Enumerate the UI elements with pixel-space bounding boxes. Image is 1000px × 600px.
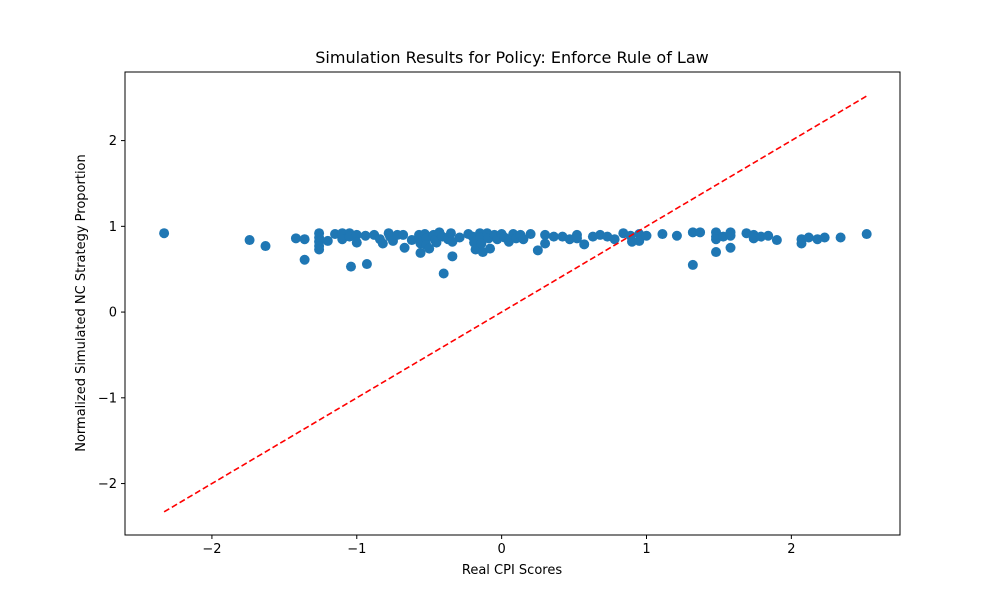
data-point xyxy=(476,238,487,249)
data-point xyxy=(345,261,356,272)
data-point xyxy=(322,235,333,246)
data-point xyxy=(485,243,496,254)
data-point xyxy=(532,245,543,256)
y-tick-label: 2 xyxy=(109,134,117,149)
data-point xyxy=(351,229,362,240)
data-point xyxy=(671,230,682,241)
y-tick-label: −1 xyxy=(98,391,117,406)
y-tick-label: −2 xyxy=(98,477,117,492)
data-point xyxy=(447,236,458,247)
data-point xyxy=(438,268,449,279)
x-tick-label: 2 xyxy=(787,542,795,557)
data-point xyxy=(771,235,782,246)
data-point xyxy=(360,230,371,241)
data-point xyxy=(424,243,435,254)
x-axis-label: Real CPI Scores xyxy=(462,563,562,578)
data-point xyxy=(244,235,255,246)
data-point xyxy=(803,232,814,243)
x-tick-label: −2 xyxy=(202,542,221,557)
data-point xyxy=(260,241,271,252)
data-point xyxy=(835,232,846,243)
data-point xyxy=(415,247,426,258)
data-point xyxy=(725,230,736,241)
data-point xyxy=(579,239,590,250)
reference-line xyxy=(163,95,868,513)
data-point xyxy=(564,234,575,245)
chart-title: Simulation Results for Policy: Enforce R… xyxy=(315,48,708,67)
data-point xyxy=(399,242,410,253)
data-point xyxy=(351,237,362,248)
data-point xyxy=(819,232,830,243)
data-point xyxy=(314,244,325,255)
data-point xyxy=(159,228,170,239)
axes: −2 −1 0 1 2 −2 −1 0 1 2 xyxy=(98,71,901,557)
data-point xyxy=(763,230,774,241)
data-point xyxy=(725,242,736,253)
x-tick-label: 1 xyxy=(642,542,650,557)
data-point xyxy=(290,233,301,244)
data-point xyxy=(755,231,766,242)
data-point xyxy=(299,254,310,265)
data-point xyxy=(548,231,559,242)
data-point xyxy=(695,227,706,238)
data-point xyxy=(641,230,652,241)
data-point xyxy=(377,238,388,249)
data-point xyxy=(445,228,456,239)
data-point xyxy=(540,238,551,249)
data-point xyxy=(518,234,529,245)
data-point xyxy=(609,234,620,245)
data-point xyxy=(571,233,582,244)
data-point xyxy=(657,229,668,240)
y-tick-label: 0 xyxy=(109,306,117,321)
data-point xyxy=(330,229,341,240)
data-point xyxy=(861,229,872,240)
data-point xyxy=(454,232,465,243)
data-point xyxy=(299,234,310,245)
y-axis-label: Normalized Simulated NC Strategy Proport… xyxy=(74,154,89,452)
data-point xyxy=(687,227,698,238)
data-point xyxy=(398,229,409,240)
data-point xyxy=(796,238,807,249)
data-points xyxy=(159,95,872,513)
axes-frame xyxy=(124,71,901,536)
data-point xyxy=(718,231,729,242)
x-tick-label: −1 xyxy=(347,542,366,557)
x-tick-label: 0 xyxy=(497,542,505,557)
data-point xyxy=(447,251,458,262)
data-point xyxy=(540,229,551,240)
data-point xyxy=(525,229,536,240)
data-point xyxy=(711,247,722,258)
data-point xyxy=(687,259,698,270)
data-point xyxy=(634,235,645,246)
y-tick-label: 1 xyxy=(109,220,117,235)
plot-area xyxy=(159,95,872,513)
data-point xyxy=(627,236,638,247)
data-point xyxy=(361,259,372,270)
